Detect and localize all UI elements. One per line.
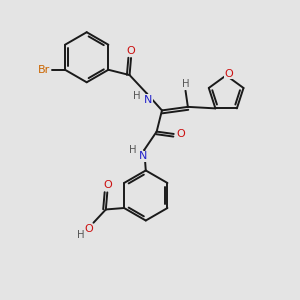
Text: H: H xyxy=(77,230,84,239)
Text: O: O xyxy=(103,180,112,190)
Text: Br: Br xyxy=(38,65,50,75)
Text: O: O xyxy=(127,46,135,56)
Text: H: H xyxy=(182,79,189,89)
Text: O: O xyxy=(224,69,233,79)
Text: H: H xyxy=(129,145,137,155)
Text: O: O xyxy=(84,224,93,234)
Text: O: O xyxy=(177,129,185,139)
Text: H: H xyxy=(134,91,141,101)
Text: N: N xyxy=(139,151,147,161)
Text: N: N xyxy=(144,95,152,105)
